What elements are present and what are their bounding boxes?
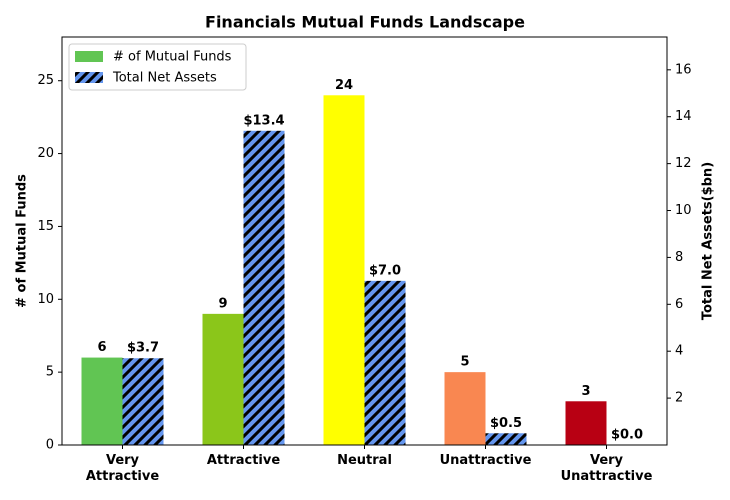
y2-tick-label: 10 <box>675 203 692 218</box>
y2-tick-label: 6 <box>675 297 683 312</box>
y2-axis-label: Total Net Assets($bn) <box>701 162 716 320</box>
bar <box>565 401 607 445</box>
value-label: 24 <box>335 78 353 93</box>
y-tick-label: 25 <box>37 73 54 88</box>
value-label: $3.7 <box>127 341 159 356</box>
x-tick-label: Very Unattractive <box>560 453 653 484</box>
bar <box>444 372 486 445</box>
x-tick-label: Attractive <box>206 453 281 468</box>
x-tick-label: Very Attractive <box>85 453 160 484</box>
y-tick-label: 20 <box>37 146 54 161</box>
bar <box>81 357 123 445</box>
y-axis-label: # of Mutual Funds <box>15 174 30 308</box>
value-label: $0.0 <box>611 428 643 443</box>
x-tick-label: Unattractive <box>439 453 532 468</box>
x-tick-label: Neutral <box>337 453 392 468</box>
legend-label: Total Net Assets <box>112 71 217 86</box>
value-label: 5 <box>460 355 469 370</box>
y2-tick-label: 12 <box>675 156 692 171</box>
y2-tick-label: 16 <box>675 62 692 77</box>
y-tick-label: 10 <box>37 292 54 307</box>
legend-swatch <box>75 51 103 62</box>
y2-tick-label: 2 <box>675 391 683 406</box>
y2-tick-label: 4 <box>675 344 683 359</box>
value-label: 6 <box>97 340 106 355</box>
bar <box>323 95 365 446</box>
y-tick-label: 0 <box>46 438 54 453</box>
value-label: 9 <box>218 296 227 311</box>
y2-tick-label: 8 <box>675 250 683 265</box>
bar <box>122 358 164 445</box>
legend-label: # of Mutual Funds <box>113 50 232 65</box>
y-tick-label: 5 <box>46 365 54 380</box>
chart-title: Financials Mutual Funds Landscape <box>205 13 525 32</box>
bar <box>364 280 406 445</box>
y-tick-label: 15 <box>37 219 54 234</box>
value-label: 3 <box>581 384 590 399</box>
value-label: $0.5 <box>490 416 522 431</box>
legend-swatch <box>75 72 103 83</box>
bar <box>202 313 244 445</box>
bar <box>243 130 285 446</box>
legend-box <box>68 43 247 91</box>
value-label: $7.0 <box>369 263 401 278</box>
bar <box>485 433 527 445</box>
value-label: $13.4 <box>243 113 284 128</box>
y2-tick-label: 14 <box>675 109 692 124</box>
